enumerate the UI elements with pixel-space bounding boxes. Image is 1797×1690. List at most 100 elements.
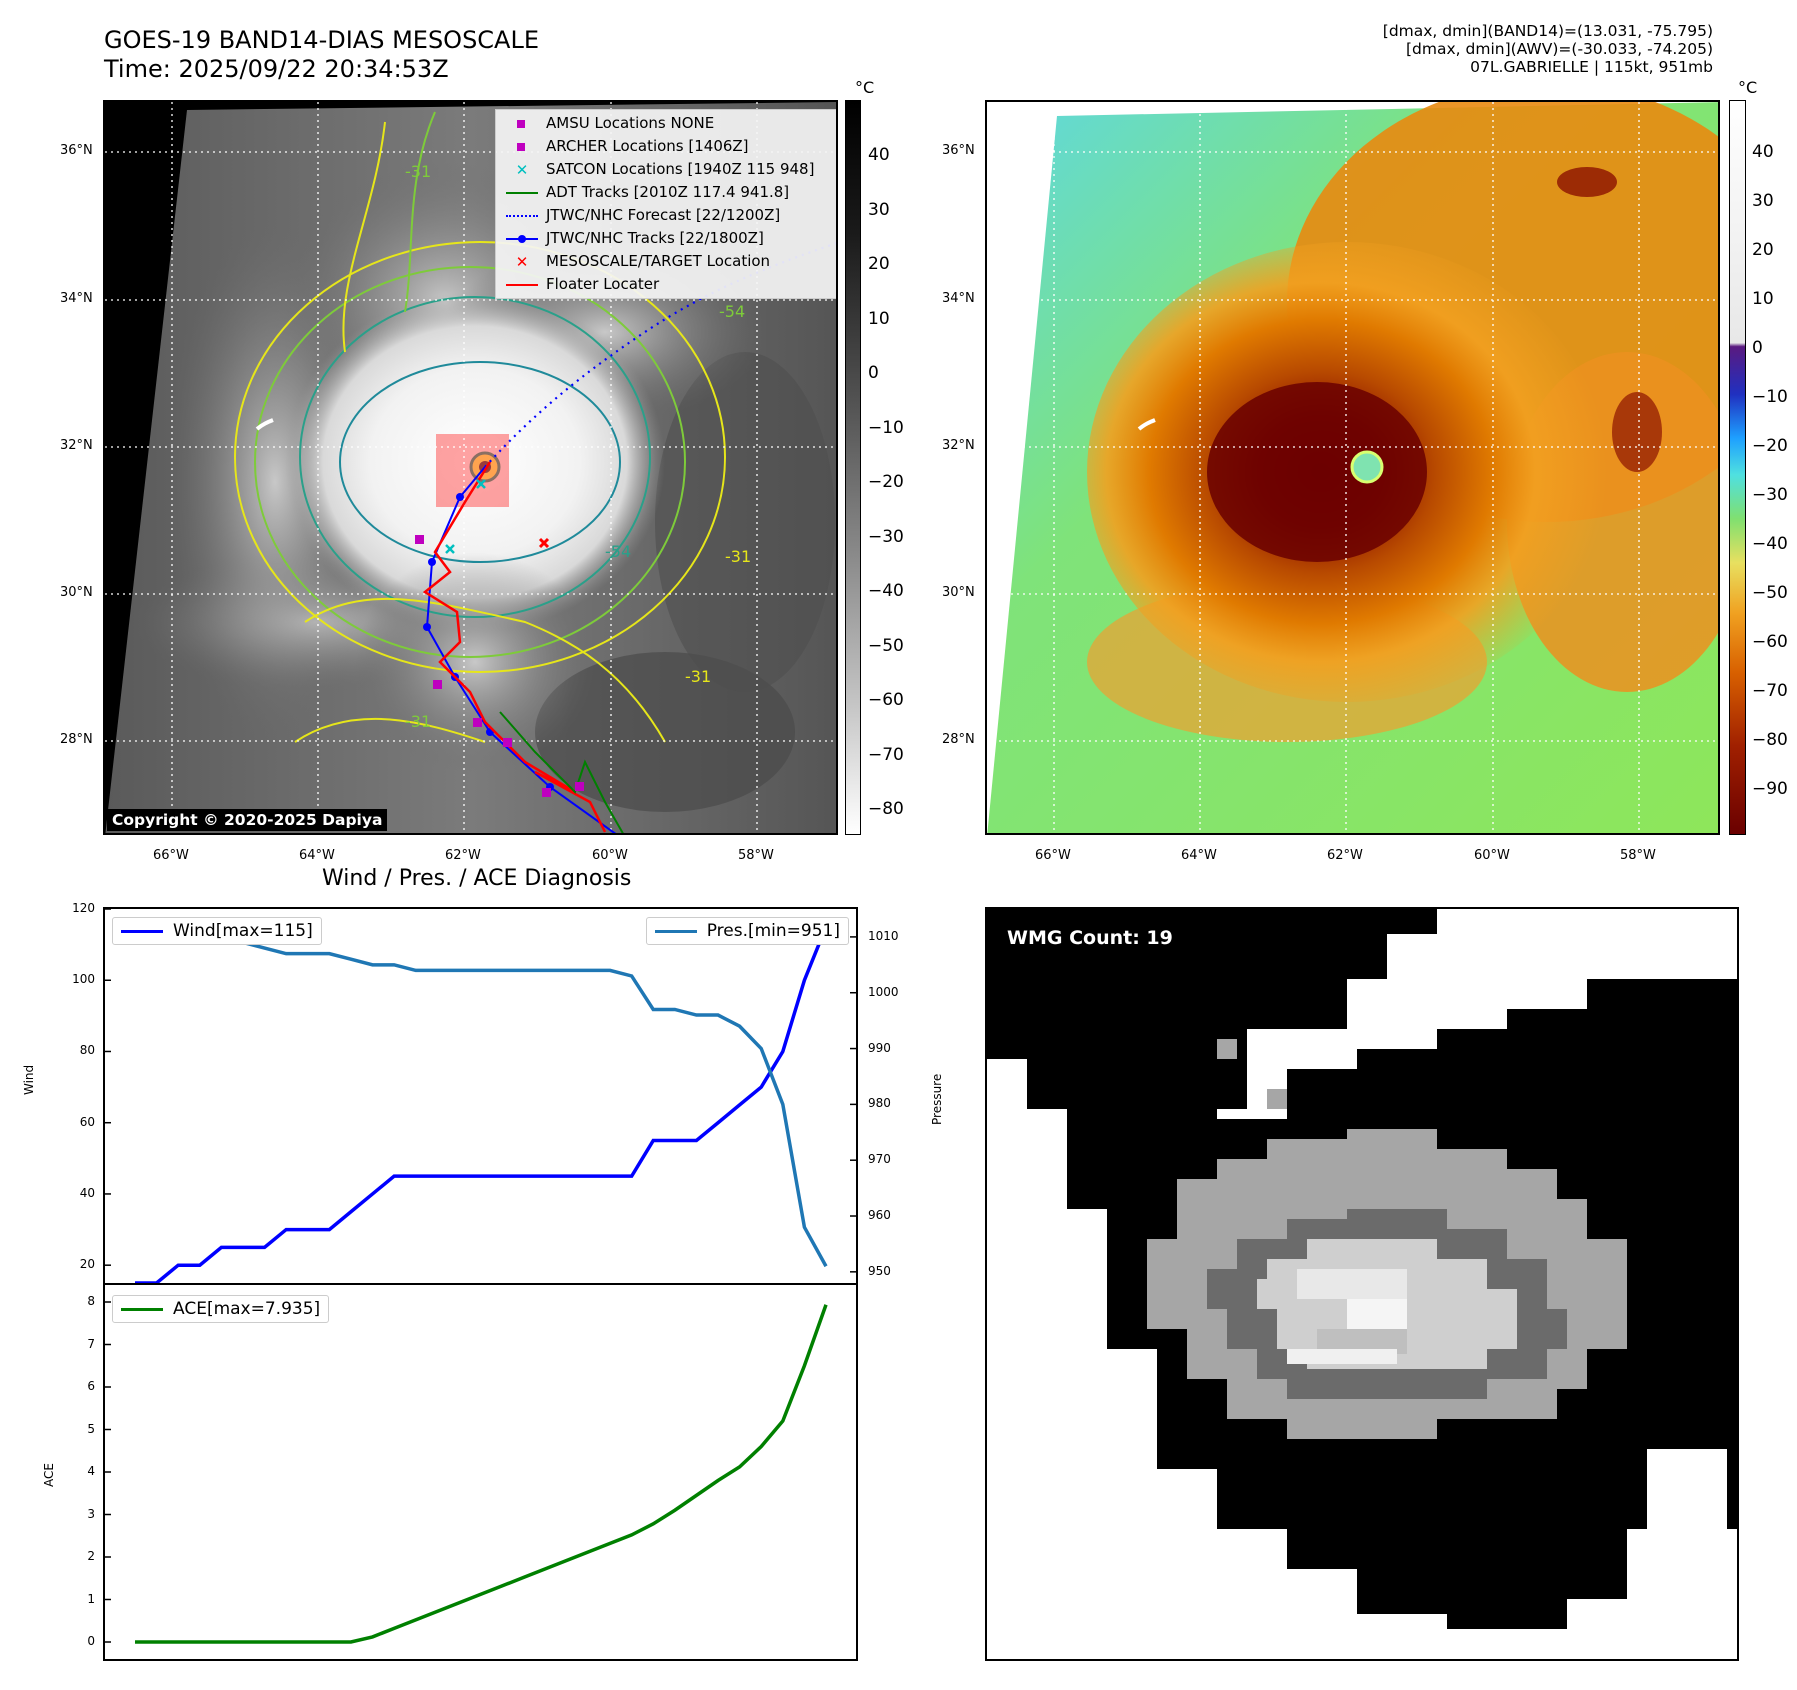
- info-line-2: [dmax, dmin](AWV)=(-30.033, -74.205): [1406, 40, 1713, 58]
- axis-tick-label: 20: [79, 1257, 95, 1272]
- axis-tick-label: 4: [87, 1464, 95, 1478]
- title-line-2: Time: 2025/09/22 20:34:53Z: [104, 55, 449, 83]
- lon-label: 64°W: [299, 848, 335, 863]
- dotted-line-icon: [504, 209, 540, 223]
- square-marker-icon: [504, 117, 540, 131]
- lat-label: 34°N: [60, 291, 93, 306]
- contour-label: -31: [405, 712, 432, 731]
- axis-tick-label: 6: [87, 1379, 95, 1393]
- wmg-panel: WMG Count: 19: [985, 907, 1739, 1661]
- axis-tick-label: 7: [87, 1336, 95, 1351]
- series-line: [135, 1304, 828, 1644]
- copyright-notice: Copyright © 2020-2025 Dapiya: [107, 809, 388, 831]
- series-line: [135, 926, 828, 1283]
- map-legend: AMSU Locations NONE ARCHER Locations [14…: [495, 109, 836, 299]
- ace-legend: ACE[max=7.935]: [112, 1295, 330, 1323]
- axis-tick-label: 8: [87, 1294, 95, 1308]
- lat-label: 30°N: [942, 585, 975, 600]
- axis-tick-label: 1000: [868, 984, 899, 999]
- axis-tick-label: 0: [87, 1634, 95, 1648]
- main-title: GOES-19 BAND14-DIAS MESOSCALE Time: 2025…: [104, 26, 539, 84]
- wmg-image: [987, 909, 1737, 1659]
- colorbar-unit: °C: [1738, 78, 1758, 97]
- awv-map-image: [987, 102, 1718, 833]
- lat-label: 34°N: [942, 291, 975, 306]
- title-line-1: GOES-19 BAND14-DIAS MESOSCALE: [104, 26, 540, 54]
- line-marker-icon: [504, 278, 540, 292]
- line-dot-icon: [504, 232, 540, 246]
- pressure-legend: Pres.[min=951]: [645, 917, 849, 945]
- axis-tick-label: 60: [79, 1114, 95, 1129]
- colorbar-unit: °C: [855, 78, 875, 97]
- lon-label: 62°W: [1327, 848, 1363, 863]
- legend-item-adt: ADT Tracks [2010Z 117.4 941.8]: [504, 181, 834, 204]
- line-marker-icon: [504, 186, 540, 200]
- axis-tick-label: 960: [868, 1208, 891, 1222]
- axis-tick-label: 100: [72, 972, 95, 987]
- ace-plot: ACE[max=7.935]: [103, 1283, 858, 1661]
- axis-tick-label: 950: [868, 1263, 891, 1278]
- info-line-1: [dmax, dmin](BAND14)=(13.031, -75.795): [1382, 22, 1713, 40]
- axis-tick-label: 1010: [868, 928, 899, 943]
- contour-label: -31: [685, 667, 712, 686]
- diagnosis-title: Wind / Pres. / ACE Diagnosis: [322, 866, 632, 891]
- storm-info: [dmax, dmin](BAND14)=(13.031, -75.795) […: [1383, 22, 1713, 76]
- axis-tick-label: 1: [87, 1591, 95, 1606]
- info-line-3: 07L.GABRIELLE | 115kt, 951mb: [1470, 58, 1713, 76]
- ace-canvas: [105, 1301, 828, 1644]
- axis-tick-label: 980: [868, 1096, 891, 1111]
- lon-label: 66°W: [1035, 848, 1071, 863]
- axis-tick-label: 40: [79, 1185, 95, 1200]
- lon-label: 62°W: [445, 848, 481, 863]
- contour-label: -31: [725, 547, 752, 566]
- contour-label: -54: [605, 542, 632, 561]
- lon-label: 58°W: [1620, 848, 1656, 863]
- band14-map: -31 -54 -31 -54 -31 -31 AMSU Locations N…: [103, 100, 838, 835]
- axis-tick-label: 80: [79, 1043, 95, 1058]
- awv-map: [985, 100, 1720, 835]
- lon-label: 66°W: [153, 848, 189, 863]
- lon-label: 60°W: [1474, 848, 1510, 863]
- legend-item-archer: ARCHER Locations [1406Z]: [504, 135, 834, 158]
- lat-label: 36°N: [942, 143, 975, 158]
- x-marker-icon: ✕: [515, 252, 529, 271]
- legend-item-satcon: ✕ SATCON Locations [1940Z 115 948]: [504, 158, 834, 181]
- series-line: [135, 923, 828, 1268]
- legend-item-tracks: JTWC/NHC Tracks [22/1800Z]: [504, 227, 834, 250]
- axis-tick-label: 5: [87, 1421, 95, 1436]
- wind-pressure-plot: Wind[max=115] Pres.[min=951]: [103, 907, 858, 1285]
- legend-item-forecast: JTWC/NHC Forecast [22/1200Z]: [504, 204, 834, 227]
- wind-legend: Wind[max=115]: [112, 917, 322, 945]
- contour-label: -31: [405, 162, 432, 181]
- axis-tick-label: 970: [868, 1152, 891, 1167]
- legend-line-icon: [121, 929, 163, 933]
- wmg-count-badge: WMG Count: 19: [1001, 923, 1179, 953]
- legend-line-icon: [654, 929, 697, 933]
- legend-line-icon: [121, 1307, 163, 1311]
- lon-label: 64°W: [1181, 848, 1217, 863]
- lat-label: 36°N: [60, 143, 93, 158]
- lat-label: 28°N: [942, 732, 975, 747]
- legend-item-amsu: AMSU Locations NONE: [504, 112, 834, 135]
- lat-label: 30°N: [60, 585, 93, 600]
- lon-label: 60°W: [592, 848, 628, 863]
- awv-colorbar: [1729, 100, 1746, 835]
- legend-item-target: ✕ MESOSCALE/TARGET Location: [504, 250, 834, 273]
- x-marker-icon: ✕: [515, 160, 529, 179]
- lon-label: 58°W: [738, 848, 774, 863]
- band14-colorbar: [845, 100, 861, 835]
- pressure-axis-label: Pressure: [930, 1073, 944, 1125]
- lat-label: 32°N: [942, 438, 975, 453]
- axis-tick-label: 3: [87, 1506, 95, 1521]
- axis-tick-label: 120: [72, 901, 95, 915]
- lat-label: 28°N: [60, 732, 93, 747]
- wind-pressure-canvas: [105, 909, 856, 1283]
- ace-axis-label: ACE: [42, 1463, 56, 1487]
- contour-label: -54: [719, 302, 746, 321]
- square-marker-icon: [504, 140, 540, 154]
- axis-tick-label: 2: [87, 1549, 95, 1563]
- axis-tick-label: 990: [868, 1040, 891, 1055]
- legend-item-floater: Floater Locater: [504, 273, 834, 296]
- wind-axis-label: Wind: [22, 1064, 36, 1095]
- lat-label: 32°N: [60, 438, 93, 453]
